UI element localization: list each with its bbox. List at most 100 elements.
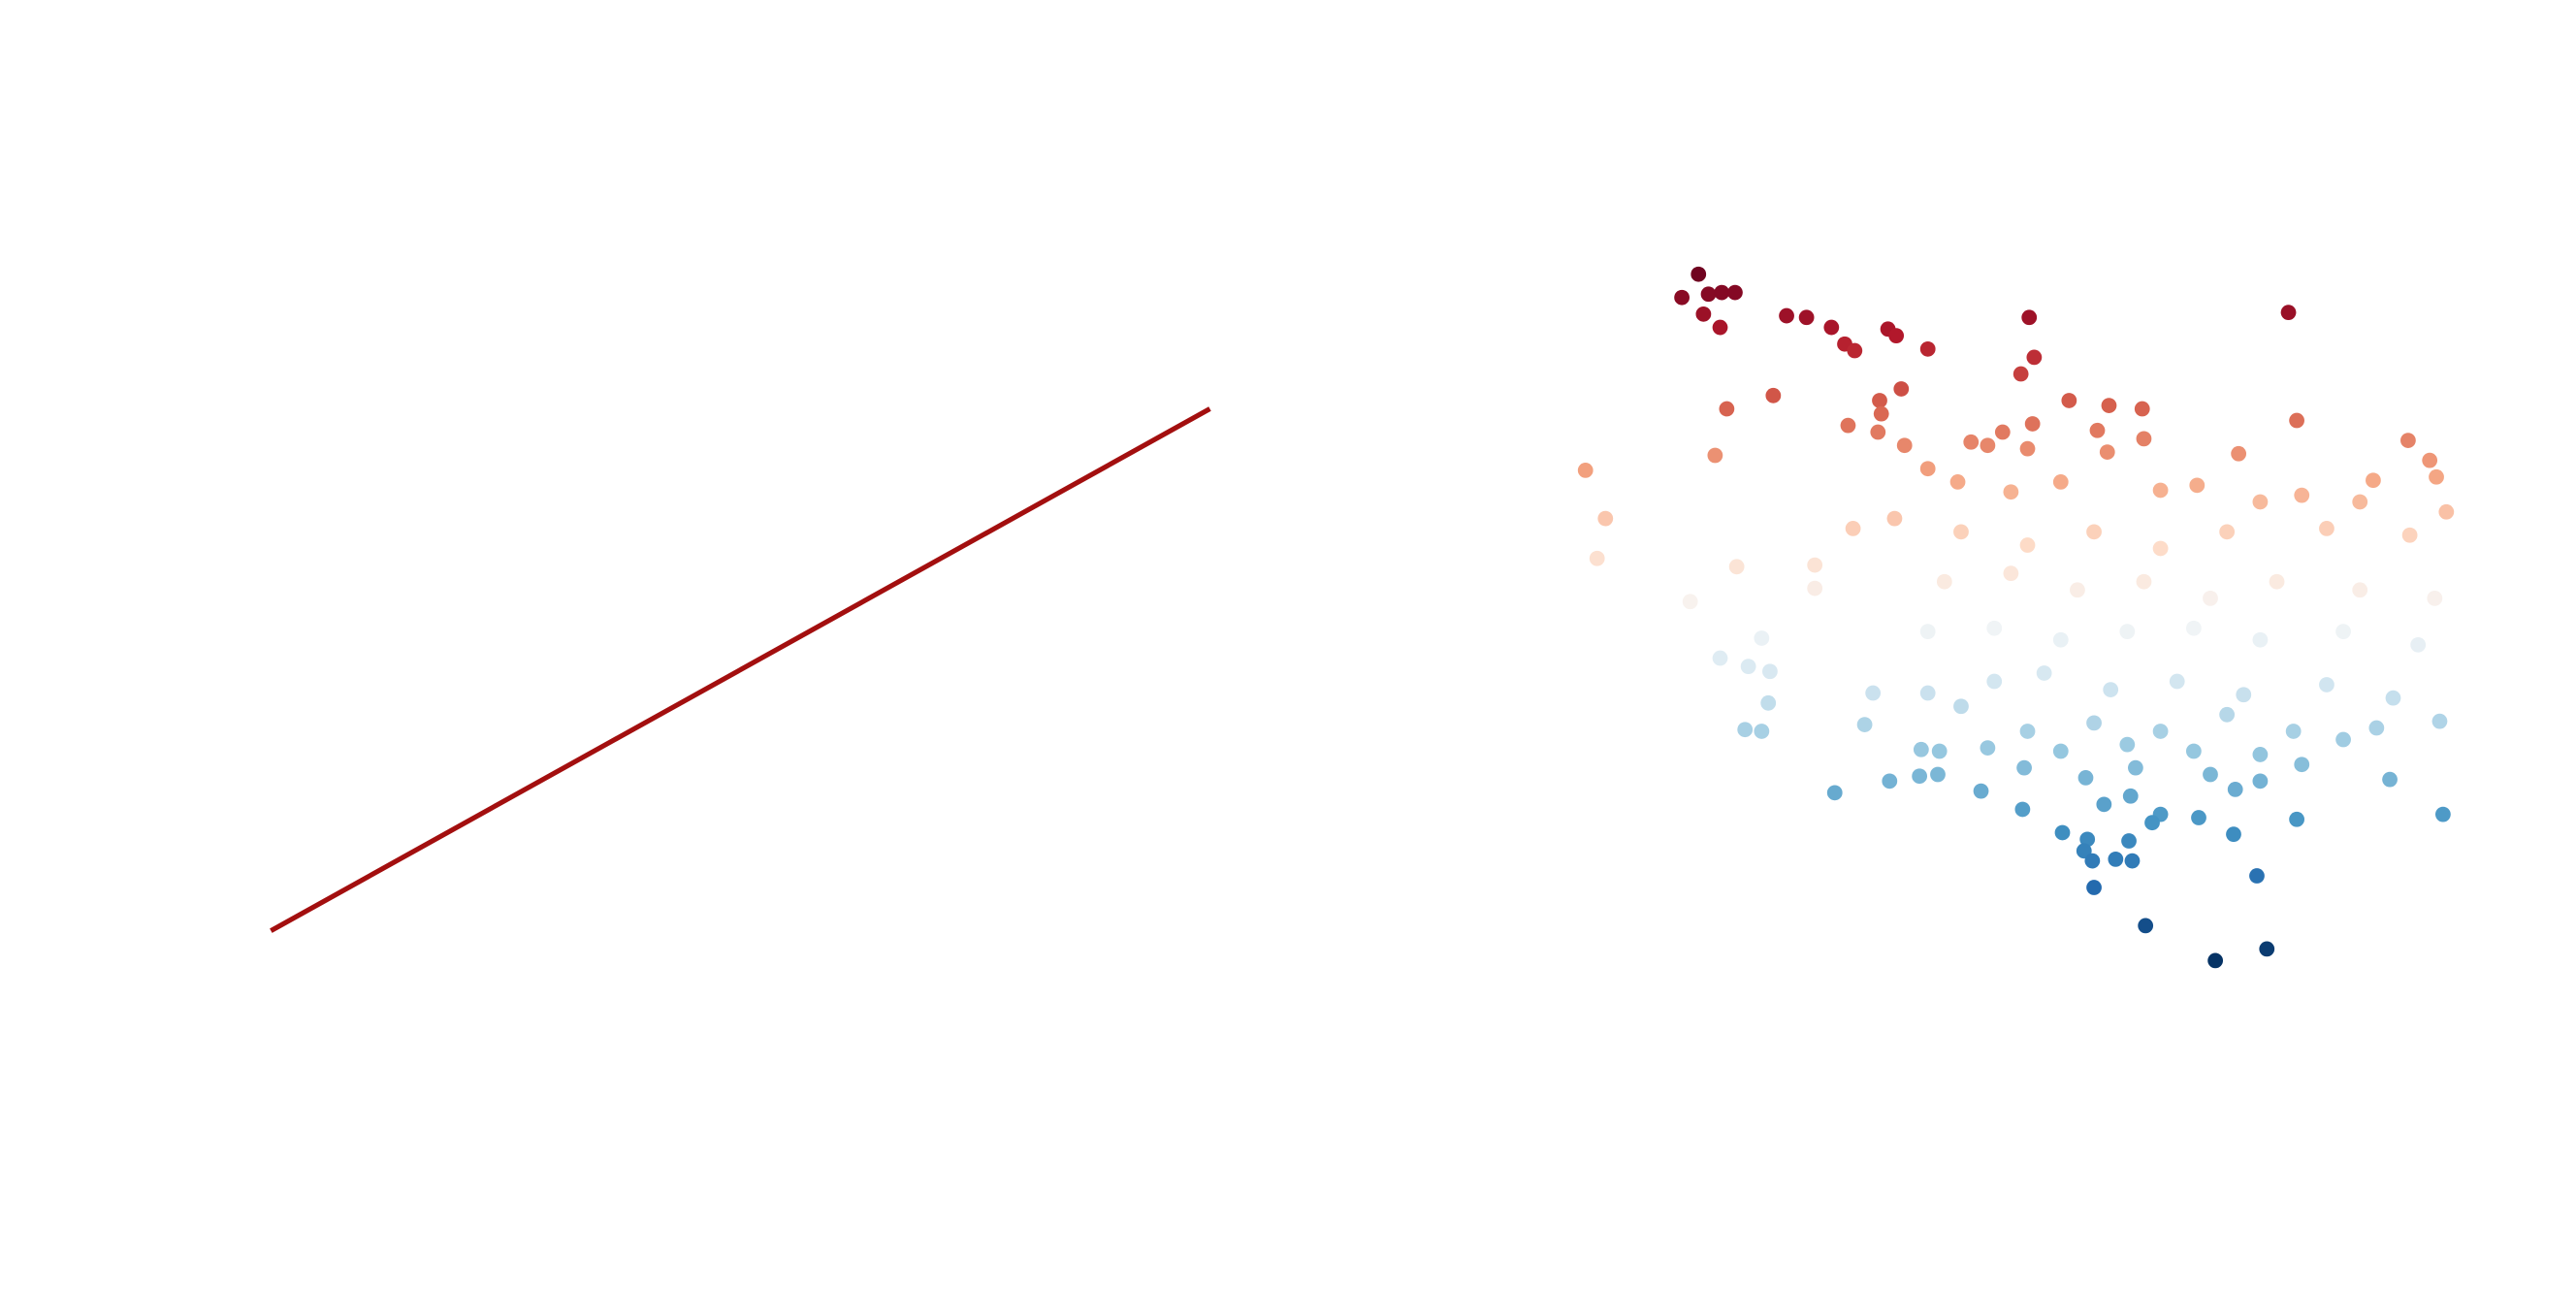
scatter-point: [1847, 342, 1863, 359]
scatter-point: [1798, 309, 1815, 326]
scatter-point: [2103, 682, 2119, 697]
scatter-point: [1886, 510, 1903, 527]
scatter-point: [2382, 771, 2398, 788]
scatter-point: [2431, 713, 2448, 729]
line: [270, 406, 1211, 933]
scatter-point: [2119, 624, 2136, 640]
scatter-point: [2052, 474, 2069, 490]
scatter-point: [2077, 770, 2094, 786]
scatter-point: [1695, 306, 1712, 322]
scatter-point: [1973, 783, 1989, 799]
scatter-point: [1896, 437, 1913, 454]
scatter-point: [1826, 785, 1843, 801]
scatter-point: [2185, 743, 2202, 759]
scatter-point: [1953, 698, 1969, 715]
scatter-point: [2252, 494, 2269, 510]
scatter-point: [2121, 833, 2137, 849]
scatter-point: [2352, 494, 2368, 510]
scatter-point: [1674, 289, 1690, 306]
scatter-point: [2400, 433, 2416, 448]
scatter-point: [2012, 366, 2029, 382]
scatter-point: [2099, 444, 2115, 460]
scatter-point: [2289, 412, 2304, 429]
scatter-point: [1882, 773, 1898, 790]
scatter-point: [2052, 743, 2069, 759]
scatter-point: [1893, 381, 1910, 397]
scatter-point: [2352, 582, 2368, 598]
scatter-point: [2319, 677, 2334, 693]
scatter-point: [1765, 387, 1782, 403]
scatter-point: [2054, 824, 2071, 841]
scatter-point: [2108, 852, 2124, 867]
scatter-point: [2086, 524, 2102, 540]
scatter-point: [2144, 815, 2160, 831]
scatter-point: [2401, 527, 2418, 543]
scatter-point: [2203, 766, 2218, 783]
scatter-point: [2086, 880, 2102, 895]
scatter-point: [1712, 650, 1728, 666]
scatter-point: [1936, 573, 1952, 590]
scatter-point: [2003, 484, 2019, 500]
scatter-point: [1727, 284, 1743, 301]
scatter-point: [2019, 440, 2036, 457]
scatter-point: [2138, 918, 2154, 934]
scatter-point: [2079, 831, 2096, 848]
scatter-point: [2219, 706, 2236, 723]
scatter-point: [1980, 437, 1996, 454]
scatter-point: [2427, 590, 2443, 606]
scatter-point: [2191, 810, 2206, 825]
scatter-point: [2070, 582, 2085, 598]
scatter-point: [1700, 286, 1717, 303]
scatter-point: [1980, 740, 1996, 756]
scatter-point: [1872, 393, 1887, 408]
scatter-point: [2366, 472, 2381, 489]
scatter-point: [1913, 741, 1929, 757]
scatter-point: [1856, 717, 1873, 732]
scatter-point: [2019, 537, 2036, 553]
scatter-point: [1930, 766, 1946, 783]
scatter-point: [2019, 724, 2036, 739]
scatter-point: [2052, 631, 2069, 648]
scatter-point: [2136, 431, 2152, 447]
scatter-point: [2152, 724, 2169, 739]
scatter-point: [2226, 826, 2241, 843]
scatter-point: [2280, 305, 2297, 321]
scatter-point: [1762, 663, 1778, 680]
scatter-point: [2203, 590, 2218, 606]
scatter-point: [2249, 868, 2265, 884]
scatter-point: [2185, 620, 2202, 636]
scatter-point: [1865, 685, 1882, 701]
scatter-point: [2169, 673, 2185, 690]
scatter-point: [1870, 424, 1886, 440]
scatter-point: [2089, 422, 2106, 438]
scatter-point: [1994, 424, 2011, 440]
scatter-point: [2385, 690, 2401, 706]
scatter-point: [1577, 463, 1594, 478]
scatter-point: [2231, 445, 2247, 462]
scatter-point: [1888, 328, 1905, 344]
scatter-point: [2219, 524, 2236, 540]
scatter-point: [2285, 724, 2302, 739]
scatter-point: [2061, 393, 2077, 408]
scatter-point: [2021, 309, 2038, 326]
scatter-point: [2014, 801, 2031, 818]
scatter-point: [1682, 594, 1698, 610]
scatter-point: [1953, 524, 1969, 540]
scatter-point: [1840, 417, 1856, 434]
scatter-point: [2122, 788, 2139, 804]
scatter-point: [1754, 630, 1770, 646]
scatter-point: [2294, 487, 2310, 503]
scatter-point: [2124, 853, 2141, 869]
scatter-point: [1589, 550, 1605, 566]
scatter-point: [2368, 720, 2385, 736]
scatter-point: [1707, 447, 1723, 464]
scatter-point: [1760, 694, 1777, 711]
scatter-point: [2294, 757, 2310, 773]
scatter-point: [2084, 853, 2101, 869]
scatter-point: [1873, 405, 1889, 422]
scatter-point: [1919, 340, 1936, 357]
scatter-point: [1912, 768, 1928, 785]
scatter-point: [2269, 573, 2285, 590]
scatter-point: [2259, 941, 2275, 957]
